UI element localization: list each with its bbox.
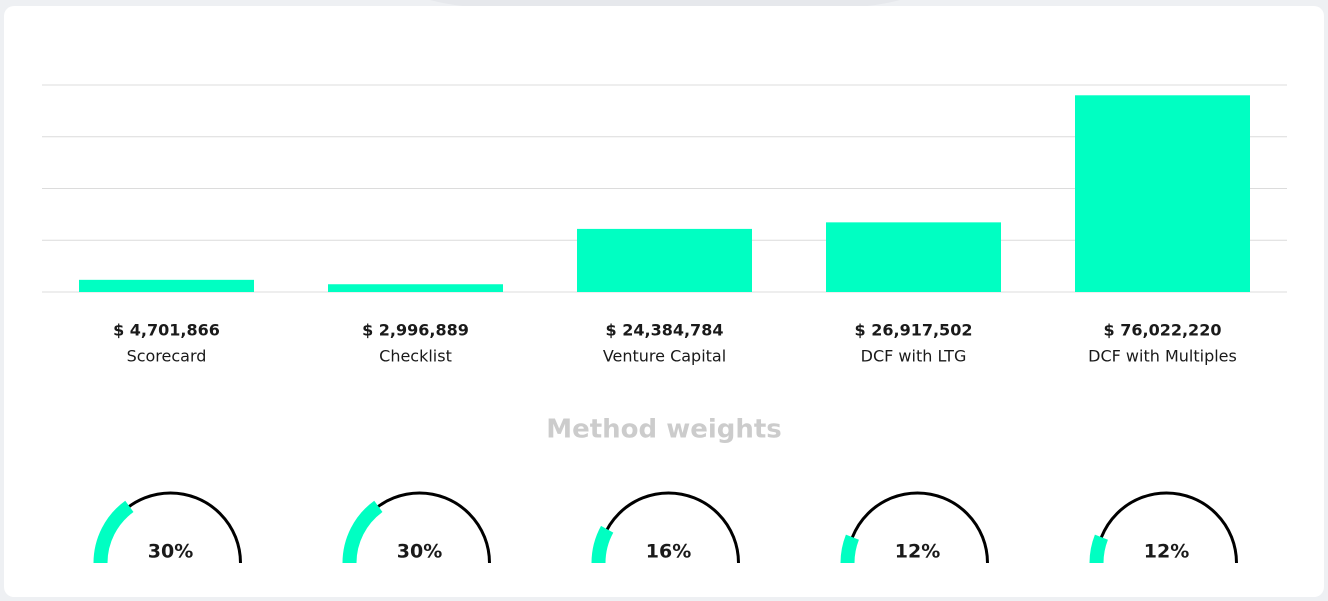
value-label: $ 26,917,502 [855, 321, 973, 340]
category-label: Venture Capital [603, 347, 726, 366]
gauge-arc [93, 500, 134, 564]
gauge-label: 30% [148, 541, 193, 563]
gauge-label: 12% [895, 541, 940, 563]
category-label: Scorecard [127, 347, 207, 366]
value-label: $ 2,996,889 [362, 321, 469, 340]
card [4, 6, 1324, 597]
gauge-track [846, 491, 989, 564]
bar [826, 222, 1001, 292]
bar [328, 284, 503, 292]
value-label: $ 24,384,784 [606, 321, 724, 340]
gauge-label: 30% [397, 541, 442, 563]
bar [577, 228, 752, 292]
gauge-arc [1089, 534, 1109, 564]
gauge-arc [591, 525, 614, 564]
bar [1075, 95, 1250, 292]
gauge-title: Method weights [546, 415, 782, 445]
gauge-label: 12% [1144, 541, 1189, 563]
category-label: DCF with LTG [861, 347, 967, 366]
value-label: $ 76,022,220 [1104, 321, 1222, 340]
category-label: Checklist [379, 347, 452, 366]
value-label: $ 4,701,866 [113, 321, 220, 340]
bar [79, 279, 254, 292]
gauge-arc [342, 500, 383, 564]
gauge-arc [840, 534, 860, 564]
gauge-track [1095, 491, 1238, 564]
category-label: DCF with Multiples [1088, 347, 1237, 366]
gauge-label: 16% [646, 541, 691, 563]
